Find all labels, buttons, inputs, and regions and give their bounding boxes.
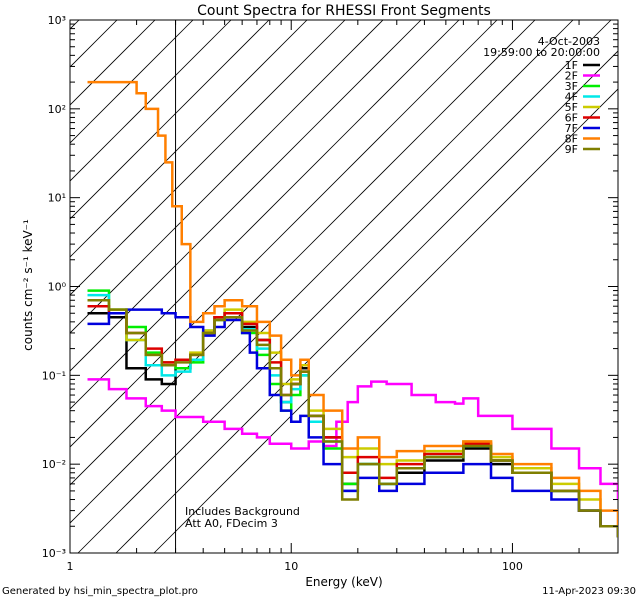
x-tick-label: 100 (502, 560, 523, 573)
y-axis-label: counts cm⁻² s⁻¹ keV⁻¹ (21, 219, 35, 351)
y-tick-label: 10³ (48, 14, 66, 27)
series-9F (87, 299, 618, 538)
y-tick-label: 10⁻³ (42, 547, 66, 560)
legend-label-2F: 2F (565, 70, 578, 83)
series-6F (87, 304, 618, 538)
hatched-region (70, 20, 618, 553)
footer-left: Generated by hsi_min_spectra_plot.pro (2, 586, 198, 597)
x-tick-label: 10 (284, 560, 298, 573)
annotation-background: Includes Background (185, 505, 300, 518)
legend-label-6F: 6F (565, 112, 578, 125)
y-tick-label: 10⁰ (48, 281, 67, 294)
chart-title: Count Spectra for RHESSI Front Segments (197, 3, 491, 19)
footer-right: 11-Apr-2023 09:30 (542, 586, 636, 597)
y-tick-label: 10² (48, 103, 66, 116)
annotation-attenuator: Att A0, FDecim 3 (185, 517, 278, 530)
time-range-label: 19:59:00 to 20:00:00 (483, 46, 600, 59)
legend-label-5F: 5F (565, 101, 578, 114)
series-4F (87, 293, 618, 538)
legend-label-1F: 1F (565, 59, 578, 72)
series-7F (87, 308, 618, 538)
legend-label-7F: 7F (565, 122, 578, 135)
y-tick-label: 10⁻² (42, 458, 66, 471)
legend-label-8F: 8F (565, 133, 578, 146)
series-8F (87, 80, 618, 527)
date-label: 4-Oct-2003 (538, 35, 600, 48)
y-tick-label: 10⁻¹ (42, 369, 66, 382)
x-tick-label: 1 (67, 560, 74, 573)
series-2F (87, 378, 618, 500)
legend-label-3F: 3F (565, 80, 578, 93)
series-1F (87, 311, 618, 538)
x-axis-label: Energy (keV) (305, 575, 382, 589)
legend-label-4F: 4F (565, 91, 578, 104)
legend-label-9F: 9F (565, 143, 578, 156)
y-tick-label: 10¹ (48, 192, 66, 205)
